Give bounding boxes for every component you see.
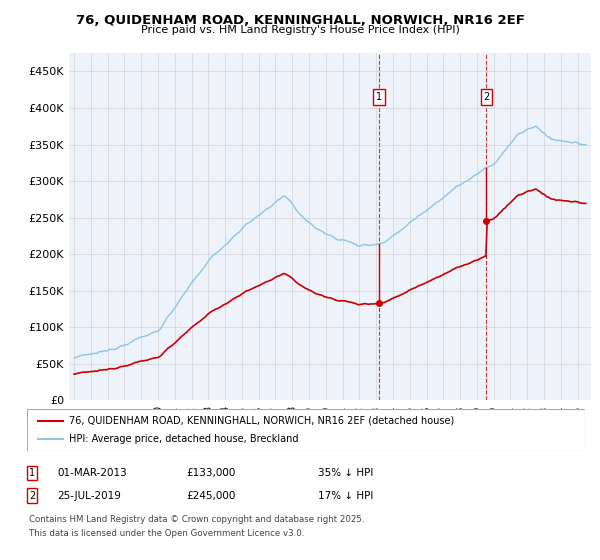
Text: Contains HM Land Registry data © Crown copyright and database right 2025.: Contains HM Land Registry data © Crown c… <box>29 515 364 524</box>
Text: 2: 2 <box>29 491 35 501</box>
Text: 01-MAR-2013: 01-MAR-2013 <box>57 468 127 478</box>
Text: 76, QUIDENHAM ROAD, KENNINGHALL, NORWICH, NR16 2EF: 76, QUIDENHAM ROAD, KENNINGHALL, NORWICH… <box>76 14 524 27</box>
Text: This data is licensed under the Open Government Licence v3.0.: This data is licensed under the Open Gov… <box>29 529 304 538</box>
Text: 1: 1 <box>376 92 382 102</box>
Text: £133,000: £133,000 <box>186 468 235 478</box>
Text: 17% ↓ HPI: 17% ↓ HPI <box>318 491 373 501</box>
Text: £245,000: £245,000 <box>186 491 235 501</box>
Text: 2: 2 <box>484 92 490 102</box>
Text: 1: 1 <box>29 468 35 478</box>
Text: 25-JUL-2019: 25-JUL-2019 <box>57 491 121 501</box>
Text: 35% ↓ HPI: 35% ↓ HPI <box>318 468 373 478</box>
Text: HPI: Average price, detached house, Breckland: HPI: Average price, detached house, Brec… <box>69 434 298 444</box>
Text: Price paid vs. HM Land Registry's House Price Index (HPI): Price paid vs. HM Land Registry's House … <box>140 25 460 35</box>
Text: 76, QUIDENHAM ROAD, KENNINGHALL, NORWICH, NR16 2EF (detached house): 76, QUIDENHAM ROAD, KENNINGHALL, NORWICH… <box>69 416 454 426</box>
